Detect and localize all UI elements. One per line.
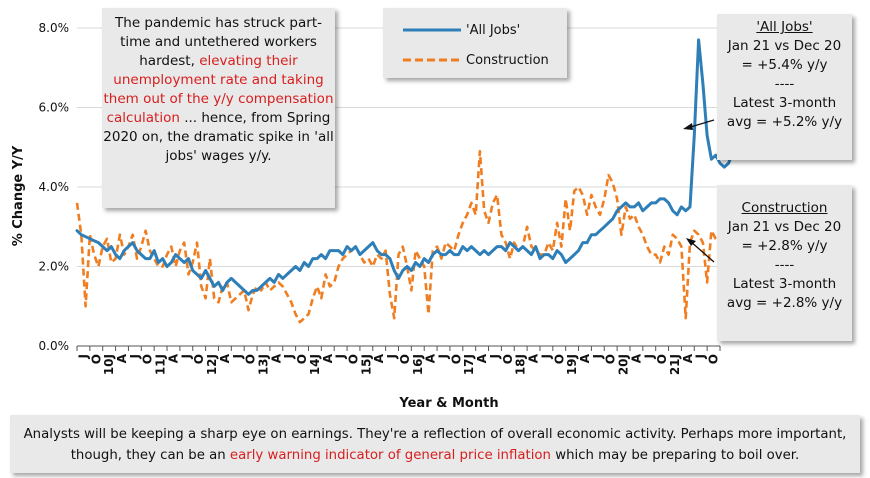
x-tick-label: O: [141, 354, 155, 364]
x-tick-label: 19J: [565, 354, 579, 375]
y-axis-label: % Change Y/Y: [11, 145, 26, 246]
x-tick-label: J: [385, 354, 399, 359]
series-line-all-jobs: [75, 38, 743, 296]
x-tick-label: O: [244, 354, 258, 364]
note-text-end: ... hence, from Spring 2020 on, the dram…: [103, 110, 334, 164]
construction-summary-line4: avg = +2.8% y/y: [726, 295, 843, 311]
x-tick-label: O: [552, 354, 566, 364]
x-tick-label: A: [681, 353, 695, 363]
x-tick-label: J: [591, 354, 605, 359]
x-tick-label: 13J: [256, 354, 270, 375]
x-tick-label: J: [128, 354, 142, 359]
all-jobs-summary-line3: Latest 3-month: [732, 95, 837, 111]
x-tick-label: O: [192, 354, 206, 364]
note-highlight: elevating their unemployment rate and ta…: [103, 53, 334, 126]
x-tick-label: O: [295, 354, 309, 364]
x-tick-label: O: [89, 354, 103, 364]
x-tick-label: A: [166, 353, 180, 363]
legend: 'All Jobs' Construction: [383, 8, 567, 78]
x-tick-label: J: [488, 354, 502, 359]
arrow-all-jobs: [683, 119, 715, 130]
x-tick-label: 10J: [102, 354, 116, 375]
x-tick-label: 21J: [668, 354, 682, 375]
x-tick-label: A: [578, 353, 592, 363]
x-tick-label: 11J: [154, 354, 168, 375]
x-tick-label: O: [604, 354, 618, 364]
all-jobs-summary-line1: Jan 21 vs Dec 20: [727, 38, 842, 54]
x-tick-label: J: [334, 354, 348, 359]
y-tick-labels: 0.0% 2.0% 4.0% 6.0% 8.0%: [39, 21, 70, 353]
all-jobs-summary: 'All Jobs' Jan 21 vs Dec 20 = +5.4% y/y …: [717, 14, 852, 160]
bottom-note: Analysts will be keeping a sharp eye on …: [10, 415, 860, 473]
x-tick-labels: JO10JAJO11JAJO12JAJO13JAJO14JAJO15JAJO16…: [76, 353, 720, 375]
x-tick-label: J: [437, 354, 451, 359]
all-jobs-summary-separator: ----: [774, 76, 795, 92]
x-tick-label: J: [179, 354, 193, 359]
legend-item-all-jobs: 'All Jobs': [383, 20, 567, 40]
x-axis: [76, 345, 721, 351]
bottom-note-highlight: early warning indicator of general price…: [229, 448, 551, 463]
x-tick-label: 17J: [462, 354, 476, 375]
y-tick-label: 4.0%: [39, 180, 70, 194]
x-tick-label: A: [629, 353, 643, 363]
x-tick-label: A: [115, 353, 129, 363]
construction-summary-line3: Latest 3-month: [732, 276, 837, 292]
legend-item-construction: Construction: [383, 50, 567, 70]
construction-summary-line2: = +2.8% y/y: [741, 238, 828, 254]
construction-summary-title: Construction: [741, 200, 828, 216]
x-tick-label: A: [269, 353, 283, 363]
x-tick-label: A: [218, 353, 232, 363]
series-line-construction: [75, 149, 730, 324]
legend-swatch-all-jobs: [403, 28, 461, 32]
x-tick-label: J: [539, 354, 553, 359]
bottom-note-text-end: which may be preparing to boil over.: [550, 448, 800, 463]
legend-label-all-jobs: 'All Jobs': [466, 23, 521, 38]
x-tick-label: A: [321, 353, 335, 363]
x-tick-label: 20J: [617, 354, 631, 375]
x-tick-label: O: [707, 354, 721, 364]
x-tick-label: O: [655, 354, 669, 364]
bottom-note-text: Analysts will be keeping a sharp eye on …: [23, 427, 847, 463]
note-text: The pandemic has struck part-time and un…: [115, 15, 322, 69]
construction-summary: Construction Jan 21 vs Dec 20 = +2.8% y/…: [717, 185, 852, 341]
construction-summary-line1: Jan 21 vs Dec 20: [727, 219, 842, 235]
x-tick-label: A: [475, 353, 489, 363]
legend-swatch-construction: [403, 58, 461, 62]
all-jobs-summary-line2: = +5.4% y/y: [741, 57, 828, 73]
x-tick-label: A: [372, 353, 386, 363]
x-tick-label: O: [501, 354, 515, 364]
x-tick-label: J: [694, 354, 708, 359]
all-jobs-summary-title: 'All Jobs': [756, 19, 813, 35]
y-tick-label: 8.0%: [39, 21, 70, 35]
x-tick-label: J: [231, 354, 245, 359]
x-axis-label: Year & Month: [398, 396, 498, 411]
x-tick-label: 18J: [514, 354, 528, 375]
y-tick-label: 6.0%: [39, 101, 70, 115]
pandemic-note: The pandemic has struck part-time and un…: [102, 8, 335, 208]
x-tick-label: J: [76, 354, 90, 359]
y-tick-label: 0.0%: [39, 339, 70, 353]
y-tick-label: 2.0%: [39, 260, 70, 274]
arrow-construction: [686, 238, 715, 263]
x-tick-label: 12J: [205, 354, 219, 375]
x-tick-label: O: [346, 354, 360, 364]
x-tick-label: O: [398, 354, 412, 364]
all-jobs-summary-line4: avg = +5.2% y/y: [726, 114, 843, 130]
x-tick-label: A: [424, 353, 438, 363]
legend-label-construction: Construction: [466, 53, 549, 68]
chart-series: [75, 38, 743, 324]
x-tick-label: J: [642, 354, 656, 359]
x-tick-label: A: [527, 353, 541, 363]
x-tick-label: J: [282, 354, 296, 359]
x-tick-label: 15J: [359, 354, 373, 375]
construction-summary-separator: ----: [774, 257, 795, 273]
x-tick-label: O: [449, 354, 463, 364]
x-tick-label: 16J: [411, 354, 425, 375]
x-tick-label: 14J: [308, 354, 322, 375]
